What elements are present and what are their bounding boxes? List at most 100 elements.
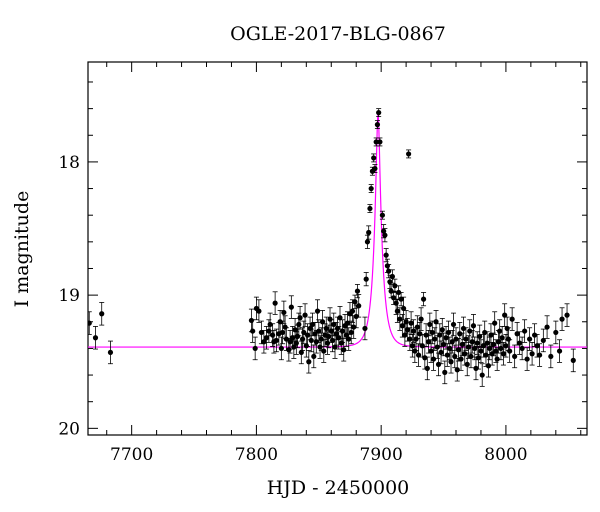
point-marker xyxy=(470,323,477,329)
point-marker xyxy=(487,345,493,352)
point-marker xyxy=(267,321,273,328)
chart-title: OGLE-2017-BLG-0867 xyxy=(230,23,446,45)
point-marker xyxy=(399,323,405,329)
data-point xyxy=(362,316,368,341)
data-point xyxy=(364,234,371,249)
point-marker xyxy=(336,335,342,341)
point-marker xyxy=(507,348,513,354)
point-marker xyxy=(391,295,397,301)
data-point xyxy=(92,326,99,350)
data-point xyxy=(454,358,460,382)
point-marker xyxy=(366,229,372,236)
data-point xyxy=(422,346,428,370)
point-marker xyxy=(329,337,336,344)
point-marker xyxy=(517,340,523,346)
point-marker xyxy=(293,340,299,346)
point-marker xyxy=(386,268,392,274)
point-marker xyxy=(352,299,358,305)
data-point xyxy=(453,327,459,351)
point-marker xyxy=(502,312,508,318)
point-marker xyxy=(387,279,393,285)
data-point xyxy=(389,269,395,284)
data-point xyxy=(507,339,513,363)
data-point xyxy=(382,228,388,243)
point-marker xyxy=(432,336,438,342)
point-marker xyxy=(453,336,459,342)
point-marker xyxy=(495,339,502,345)
point-marker xyxy=(440,341,447,348)
data-point xyxy=(442,360,448,385)
data-point xyxy=(351,315,357,339)
point-marker xyxy=(505,336,512,342)
point-marker xyxy=(341,347,347,353)
point-marker xyxy=(442,369,448,375)
point-marker xyxy=(460,325,467,332)
data-point xyxy=(482,320,488,345)
point-marker xyxy=(406,151,412,157)
point-marker xyxy=(338,340,344,346)
point-marker xyxy=(417,331,423,337)
data-point xyxy=(337,306,343,330)
data-point xyxy=(502,303,508,327)
point-marker xyxy=(534,343,540,349)
data-point xyxy=(306,350,312,374)
point-marker xyxy=(374,122,381,128)
point-marker xyxy=(454,367,460,373)
data-point xyxy=(263,326,269,350)
data-point xyxy=(468,344,474,369)
point-marker xyxy=(527,336,533,342)
data-point xyxy=(88,311,92,335)
point-marker xyxy=(499,335,505,341)
point-marker xyxy=(500,351,507,357)
x-tick-label: 7900 xyxy=(360,445,403,465)
point-marker xyxy=(263,335,269,341)
data-point xyxy=(401,296,407,321)
data-point xyxy=(449,330,455,354)
point-marker xyxy=(384,263,390,269)
data-point xyxy=(532,323,538,347)
point-marker xyxy=(326,333,332,340)
data-point xyxy=(368,184,374,193)
point-marker xyxy=(459,341,465,348)
data-point xyxy=(455,338,462,362)
data-point xyxy=(326,324,332,349)
data-point xyxy=(341,338,347,362)
point-marker xyxy=(280,329,286,336)
point-marker xyxy=(296,321,302,328)
point-marker xyxy=(570,357,576,363)
point-marker xyxy=(363,276,369,282)
point-marker xyxy=(383,252,389,258)
point-marker xyxy=(462,351,468,357)
point-marker xyxy=(439,327,445,333)
data-point xyxy=(469,330,475,354)
point-marker xyxy=(407,336,413,342)
point-marker xyxy=(286,347,292,353)
data-point xyxy=(553,320,559,345)
point-marker xyxy=(298,349,304,356)
data-point xyxy=(418,307,424,331)
data-point xyxy=(366,225,372,240)
point-marker xyxy=(483,352,489,358)
data-point xyxy=(474,331,480,355)
point-marker xyxy=(301,329,307,336)
data-point xyxy=(278,336,284,361)
point-marker xyxy=(306,359,312,365)
data-point xyxy=(252,336,258,361)
data-point xyxy=(272,291,278,315)
point-marker xyxy=(414,324,420,330)
point-marker xyxy=(346,336,352,342)
data-point xyxy=(480,334,487,358)
data-point xyxy=(281,300,287,325)
point-marker xyxy=(488,332,494,338)
point-marker xyxy=(266,328,272,334)
point-marker xyxy=(473,365,479,371)
data-point xyxy=(559,307,565,331)
point-marker xyxy=(302,312,308,318)
point-marker xyxy=(398,296,404,302)
point-marker xyxy=(448,359,454,365)
point-marker xyxy=(393,300,399,306)
point-marker xyxy=(514,331,520,337)
y-tick-label: 19 xyxy=(58,286,80,306)
point-marker xyxy=(435,361,442,367)
data-point xyxy=(349,299,356,323)
